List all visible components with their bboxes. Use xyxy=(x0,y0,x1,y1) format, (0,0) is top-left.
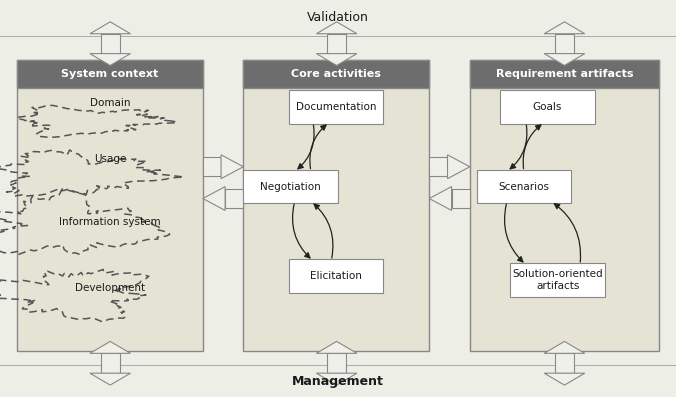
FancyArrowPatch shape xyxy=(510,125,527,169)
FancyBboxPatch shape xyxy=(243,170,338,203)
FancyArrowPatch shape xyxy=(298,125,314,169)
FancyBboxPatch shape xyxy=(470,60,659,88)
Polygon shape xyxy=(316,341,357,353)
Polygon shape xyxy=(221,155,243,179)
Text: Management: Management xyxy=(292,376,384,388)
Polygon shape xyxy=(544,373,585,385)
FancyBboxPatch shape xyxy=(101,353,120,373)
FancyBboxPatch shape xyxy=(289,91,383,124)
Polygon shape xyxy=(316,373,357,385)
Text: Information system: Information system xyxy=(59,217,161,227)
Text: Requirement artifacts: Requirement artifacts xyxy=(496,69,633,79)
FancyBboxPatch shape xyxy=(243,60,429,351)
Polygon shape xyxy=(316,54,357,66)
FancyBboxPatch shape xyxy=(289,259,383,293)
FancyBboxPatch shape xyxy=(470,60,659,351)
FancyBboxPatch shape xyxy=(500,91,595,124)
FancyArrowPatch shape xyxy=(554,204,581,262)
FancyBboxPatch shape xyxy=(203,157,221,176)
FancyBboxPatch shape xyxy=(510,263,605,297)
Text: Goals: Goals xyxy=(533,102,562,112)
FancyBboxPatch shape xyxy=(477,170,571,203)
Text: Negotiation: Negotiation xyxy=(260,181,321,192)
FancyArrowPatch shape xyxy=(314,204,333,258)
FancyBboxPatch shape xyxy=(101,34,120,54)
Text: Scenarios: Scenarios xyxy=(498,181,550,192)
FancyBboxPatch shape xyxy=(452,189,470,208)
Polygon shape xyxy=(203,187,225,210)
Text: Domain: Domain xyxy=(90,98,130,108)
FancyBboxPatch shape xyxy=(17,60,203,351)
Text: System context: System context xyxy=(62,69,158,79)
FancyArrowPatch shape xyxy=(293,204,310,258)
Polygon shape xyxy=(544,22,585,34)
FancyBboxPatch shape xyxy=(555,353,574,373)
FancyBboxPatch shape xyxy=(17,60,203,88)
Polygon shape xyxy=(90,341,130,353)
Polygon shape xyxy=(448,155,470,179)
Text: Solution-oriented
artifacts: Solution-oriented artifacts xyxy=(512,269,603,291)
Text: Validation: Validation xyxy=(307,12,369,24)
Polygon shape xyxy=(316,22,357,34)
FancyBboxPatch shape xyxy=(327,353,346,373)
Polygon shape xyxy=(90,54,130,66)
Polygon shape xyxy=(429,187,452,210)
FancyBboxPatch shape xyxy=(555,34,574,54)
Text: Usage: Usage xyxy=(94,154,126,164)
Text: Core activities: Core activities xyxy=(291,69,381,79)
FancyBboxPatch shape xyxy=(327,34,346,54)
FancyBboxPatch shape xyxy=(225,189,243,208)
Polygon shape xyxy=(90,22,130,34)
Text: Elicitation: Elicitation xyxy=(310,271,362,281)
FancyBboxPatch shape xyxy=(429,157,448,176)
Text: Documentation: Documentation xyxy=(295,102,377,112)
FancyArrowPatch shape xyxy=(310,125,326,169)
FancyArrowPatch shape xyxy=(504,204,523,262)
Polygon shape xyxy=(90,373,130,385)
FancyArrowPatch shape xyxy=(523,125,541,169)
Text: Development: Development xyxy=(75,283,145,293)
FancyBboxPatch shape xyxy=(243,60,429,88)
Polygon shape xyxy=(544,54,585,66)
Polygon shape xyxy=(544,341,585,353)
